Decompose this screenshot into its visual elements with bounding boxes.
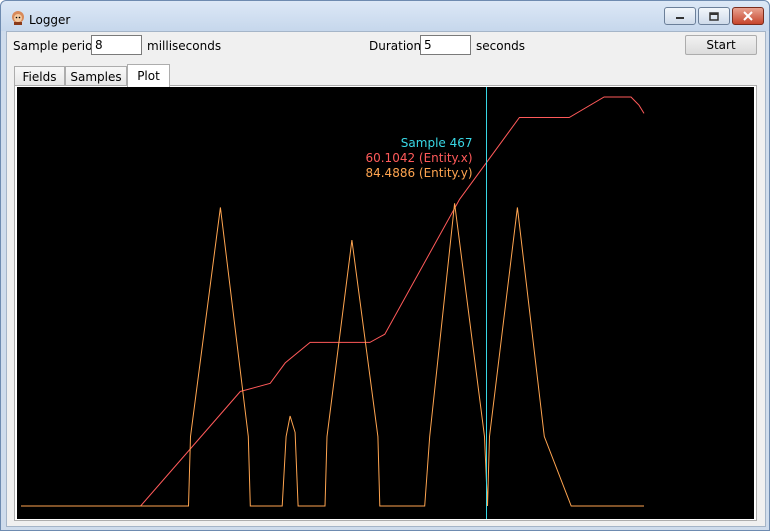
duration-unit: seconds: [476, 39, 526, 53]
app-icon: [12, 11, 24, 25]
maximize-button[interactable]: [698, 7, 730, 25]
restore-icon: [709, 11, 719, 21]
tab-samples[interactable]: Samples: [65, 66, 127, 86]
series-line-entity-y: [21, 203, 644, 507]
window-title: Logger: [29, 13, 71, 27]
title-bar[interactable]: Logger: [1, 1, 769, 31]
sample-period-unit: milliseconds: [147, 39, 222, 53]
tab-fields[interactable]: Fields: [14, 66, 65, 86]
start-button[interactable]: Start: [685, 35, 757, 55]
minimize-button[interactable]: [664, 7, 696, 25]
plot-tab-panel: Sample 467 60.1042 (Entity.x) 84.4886 (E…: [14, 85, 757, 521]
duration-input[interactable]: [420, 35, 471, 55]
cursor-sample-label: Sample 467: [400, 136, 473, 150]
cursor-y-value: 84.4886 (Entity.y): [365, 166, 473, 180]
sample-period-label: Sample period:: [13, 39, 105, 53]
plot-canvas[interactable]: Sample 467 60.1042 (Entity.x) 84.4886 (E…: [17, 87, 754, 519]
client-area: Sample period: milliseconds Duration: se…: [6, 31, 766, 527]
sample-period-input[interactable]: [91, 35, 142, 55]
plot-svg: [21, 87, 645, 519]
series-line-entity-x: [21, 96, 645, 507]
cursor-x-value: 60.1042 (Entity.x): [365, 151, 473, 165]
tab-plot[interactable]: Plot: [127, 64, 170, 87]
minimize-icon: [676, 17, 684, 19]
close-button[interactable]: [732, 7, 764, 25]
duration-label: Duration:: [369, 39, 426, 53]
close-icon: [743, 11, 753, 21]
